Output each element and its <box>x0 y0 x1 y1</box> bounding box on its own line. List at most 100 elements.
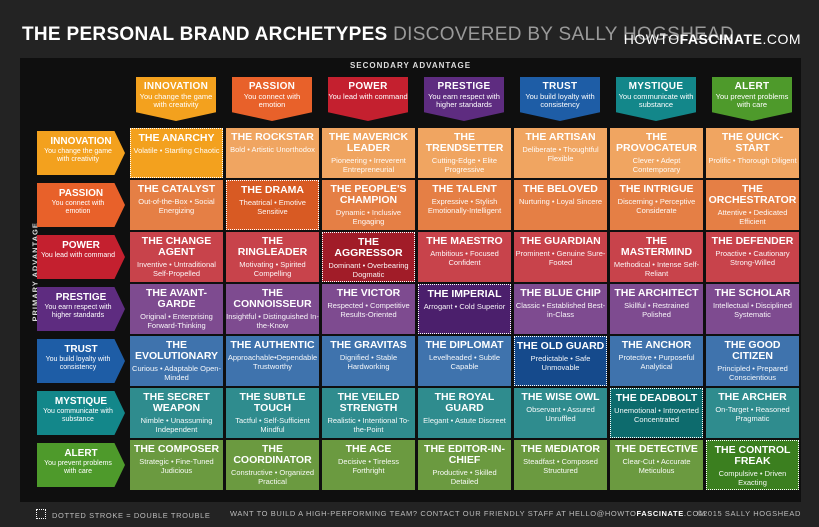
col-header-name: PASSION <box>248 81 296 92</box>
cta-bold: FASCINATE <box>636 509 684 518</box>
archetype-traits: Discerning • Perceptive Considerate <box>617 197 696 215</box>
col-header-desc: You build loyalty with consistency <box>525 92 595 109</box>
row-header-desc: You prevent problems with care <box>44 460 112 475</box>
row-header-prestige: PRESTIGE You earn respect with higher sta… <box>37 287 125 331</box>
archetype-traits: Tactful • Self-Sufficient Mindful <box>235 416 310 434</box>
archetype-traits: Skillful • Restrained Polished <box>624 301 689 319</box>
archetype-name: THE DRAMA <box>241 184 304 196</box>
archetype-traits: Inventive • Untraditional Self-Propelled <box>137 260 216 278</box>
archetype-name: THE SECRET WEAPON <box>143 391 210 414</box>
archetype-name: THE GOOD CITIZEN <box>724 339 781 362</box>
archetype-the-composer: THE COMPOSER Strategic • Fine-Tuned Judic… <box>130 440 223 490</box>
archetype-name: THE MAESTRO <box>426 235 503 247</box>
header: THE PERSONAL BRAND ARCHETYPES DISCOVERED… <box>0 0 819 58</box>
archetype-the-architect: THE ARCHITECT Skillful • Restrained Polis… <box>610 284 703 334</box>
archetype-the-veiled-strength: THE VEILED STRENGTH Realistic • Intention… <box>322 388 415 438</box>
archetype-traits: Respected • Competitive Results-Oriented <box>327 301 410 319</box>
contact-cta: WANT TO BUILD A HIGH-PERFORMING TEAM? CO… <box>230 509 706 518</box>
site-pre: HOWTO <box>623 31 680 47</box>
archetype-the-evolutionary: THE EVOLUTIONARY Curious • Adaptable Open… <box>130 336 223 386</box>
archetype-traits: Cutting-Edge • Elite Progressive <box>431 156 498 174</box>
archetype-traits: Prominent • Genuine Sure-Footed <box>515 249 606 267</box>
row-header-name: INNOVATION <box>50 136 112 147</box>
row-header-power: POWER You lead with command <box>37 235 125 279</box>
col-header-desc: You lead with command <box>328 92 408 101</box>
archetype-name: THE MAVERICK LEADER <box>328 131 409 154</box>
archetype-the-deadbolt: THE DEADBOLT Unemotional • Introverted Co… <box>610 388 703 438</box>
col-header-mystique: MYSTIQUE You communicate with substance <box>616 77 696 121</box>
row-header-desc: You change the game with creativity <box>44 148 112 163</box>
archetype-traits: Nimble • Unassuming Independent <box>140 416 213 434</box>
archetype-name: THE ACE <box>345 443 392 455</box>
archetype-name: THE CHANGE AGENT <box>141 235 212 258</box>
archetype-name: THE AUTHENTIC <box>230 339 315 351</box>
archetype-the-people-s-champion: THE PEOPLE'S CHAMPION Dynamic • Inclusive… <box>322 180 415 230</box>
col-header-innovation: INNOVATION You change the game with creat… <box>136 77 216 121</box>
archetype-traits: Decisive • Tireless Forthright <box>338 457 399 475</box>
archetype-traits: Productive • Skilled Detailed <box>432 468 497 486</box>
archetype-name: THE INTRIGUE <box>619 183 694 195</box>
archetype-traits: On-Target • Reasoned Pragmatic <box>715 405 790 423</box>
archetype-traits: Ambitious • Focused Confident <box>430 249 499 267</box>
col-header-name: MYSTIQUE <box>628 81 684 92</box>
row-header-passion: PASSION You connect with emotion <box>37 183 125 227</box>
legend-text: DOTTED STROKE = DOUBLE TROUBLE <box>52 511 211 520</box>
archetype-the-royal-guard: THE ROYAL GUARD Elegant • Astute Discreet <box>418 388 511 438</box>
archetype-name: THE TRENDSETTER <box>425 131 504 154</box>
archetype-traits: Dynamic • Inclusive Engaging <box>335 208 402 226</box>
archetype-traits: Dominant • Overbearing Dogmatic <box>328 261 409 279</box>
archetype-the-mediator: THE MEDIATOR Steadfast • Composed Structu… <box>514 440 607 490</box>
archetype-the-ace: THE ACE Decisive • Tireless Forthright <box>322 440 415 490</box>
archetype-traits: Proactive • Cautionary Strong-Willed <box>715 249 790 267</box>
archetype-the-orchestrator: THE ORCHESTRATOR Attentive • Dedicated Ef… <box>706 180 799 230</box>
archetype-traits: Constructive • Organized Practical <box>230 468 315 486</box>
archetype-the-editor-in-chief: THE EDITOR-IN-CHIEF Productive • Skilled … <box>418 440 511 490</box>
row-header-desc: You communicate with substance <box>43 408 113 423</box>
archetype-name: THE DEFENDER <box>711 235 794 247</box>
archetype-name: THE BLUE CHIP <box>520 287 601 299</box>
archetype-name: THE VEILED STRENGTH <box>337 391 400 414</box>
archetype-name: THE PROVOCATEUR <box>616 131 697 154</box>
archetype-name: THE CONTROL FREAK <box>714 444 791 467</box>
archetype-the-connoisseur: THE CONNOISSEUR Insightful • Distinguishe… <box>226 284 319 334</box>
copyright: ©2015 SALLY HOGSHEAD <box>697 509 801 518</box>
row-header-name: PASSION <box>58 188 104 199</box>
archetype-name: THE CATALYST <box>137 183 216 195</box>
row-header-trust: TRUST You build loyalty with consistency <box>37 339 125 383</box>
archetype-traits: Elegant • Astute Discreet <box>423 416 506 425</box>
archetype-traits: Compulsive • Driven Exacting <box>718 469 787 487</box>
archetype-traits: Out-of-the-Box • Social Energizing <box>138 197 215 215</box>
archetype-name: THE IMPERIAL <box>427 288 502 300</box>
archetype-name: THE DIPLOMAT <box>425 339 504 351</box>
archetype-traits: Motivating • Spirited Compelling <box>239 260 306 278</box>
row-header-desc: You lead with command <box>40 252 116 259</box>
secondary-axis-label: SECONDARY ADVANTAGE <box>349 61 472 70</box>
site-bold: FASCINATE <box>679 31 763 47</box>
col-header-alert: ALERT You prevent problems with care <box>712 77 792 121</box>
row-header-name: PRESTIGE <box>55 292 107 303</box>
archetype-the-trendsetter: THE TRENDSETTER Cutting-Edge • Elite Prog… <box>418 128 511 178</box>
archetype-name: THE GUARDIAN <box>520 235 601 247</box>
archetype-name: THE ROYAL GUARD <box>434 391 495 414</box>
row-header-name: ALERT <box>64 448 98 459</box>
col-header-desc: You change the game with creativity <box>139 92 213 109</box>
archetype-the-gravitas: THE GRAVITAS Dignified • Stable Hardworki… <box>322 336 415 386</box>
archetype-traits: Bold • Artistic Unorthodox <box>230 145 315 154</box>
row-header-innovation: INNOVATION You change the game with creat… <box>37 131 125 175</box>
site-link[interactable]: HOWTOFASCINATE.COM <box>624 31 801 47</box>
archetype-name: THE GRAVITAS <box>330 339 407 351</box>
row-header-desc: You build loyalty with consistency <box>45 356 111 371</box>
archetype-the-detective: THE DETECTIVE Clear-Cut • Accurate Meticu… <box>610 440 703 490</box>
archetype-traits: Realistic • Intentional To-the-Point <box>327 416 410 434</box>
archetype-name: THE ARTISAN <box>525 131 596 143</box>
archetype-the-rockstar: THE ROCKSTAR Bold • Artistic Unorthodox <box>226 128 319 178</box>
archetype-name: THE VICTOR <box>336 287 401 299</box>
archetype-name: THE QUICK-START <box>721 131 784 154</box>
archetype-name: THE EVOLUTIONARY <box>134 339 219 362</box>
archetype-name: THE EDITOR-IN-CHIEF <box>424 443 505 466</box>
archetype-name: THE TALENT <box>432 183 497 195</box>
col-header-power: POWER You lead with command <box>328 77 408 121</box>
title-main: THE PERSONAL BRAND ARCHETYPES <box>22 24 388 45</box>
archetype-name: THE CONNOISSEUR <box>233 287 312 310</box>
row-header-desc: You connect with emotion <box>51 200 105 215</box>
